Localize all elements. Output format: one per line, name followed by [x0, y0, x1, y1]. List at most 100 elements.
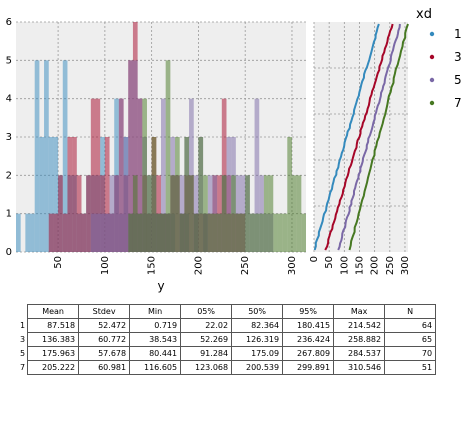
histogram-bar-7 [156, 213, 161, 252]
table-cell: 205.222 [27, 360, 80, 375]
histogram-bar-1 [16, 213, 21, 252]
histogram-bar-5 [114, 175, 119, 252]
table-cell: 136.383 [27, 332, 80, 347]
histogram-bar-7 [287, 137, 292, 252]
column-header: Max [333, 304, 386, 319]
column-header: Mean [27, 304, 80, 319]
legend-label: 3 [454, 50, 462, 64]
histogram-bar-3 [104, 137, 110, 252]
table-cell: 299.891 [282, 360, 335, 375]
x-axis-label: y [157, 279, 164, 293]
histogram-bar-5 [100, 213, 105, 252]
table-cell: 258.882 [333, 332, 386, 347]
table-cell: 214.542 [333, 318, 386, 333]
histogram-bar-7 [151, 137, 157, 252]
y-tick-label: 6 [6, 17, 12, 28]
y-tick-label: 2 [6, 170, 12, 181]
table-cell: 123.068 [180, 360, 233, 375]
histogram-bar-7 [165, 60, 171, 253]
legend-label: 1 [454, 27, 462, 41]
table-cell: 126.319 [231, 332, 284, 347]
histogram-bar-5 [161, 98, 166, 253]
table-cell: 116.605 [129, 360, 182, 375]
histogram-bar-7 [245, 175, 250, 252]
histogram-bar-3 [156, 175, 161, 252]
table-cell: 38.543 [129, 332, 182, 347]
histogram-bar-1 [44, 60, 49, 253]
histogram-bar-5 [179, 175, 185, 252]
histogram-bar-5 [193, 175, 199, 252]
histogram-bar-3 [62, 213, 68, 252]
table-row: 7 205.222 60.981 116.605 123.068 200.539 299.8… [18, 360, 437, 375]
x-tick-label: 250 [240, 256, 251, 275]
table-cell: 57.678 [78, 346, 131, 361]
y-tick-label: 4 [6, 94, 12, 105]
histogram-bar-7 [240, 213, 246, 252]
histogram-bar-5 [207, 175, 213, 252]
table-cell: 0.719 [129, 318, 182, 333]
table-cell: 51 [384, 360, 437, 375]
histogram-bar-5 [123, 137, 129, 252]
histogram-bar-7 [221, 175, 227, 252]
histogram-bar-5 [259, 175, 264, 252]
figure: 50 100 150 200 250 300 0 1 2 3 4 5 6 y 0 50 100 150 200 25… [6, 7, 462, 293]
legend-marker [429, 77, 435, 83]
histogram-bar-7 [142, 98, 147, 253]
table-row: 1 87.518 52.472 0.719 22.02 82.364 180.415 214.… [18, 318, 437, 333]
histogram-bar-3 [86, 175, 91, 252]
histogram-bar-3 [100, 175, 105, 252]
histogram-bar-7 [161, 213, 166, 252]
histogram-bar-7 [170, 175, 176, 252]
column-header: 05% [180, 304, 233, 319]
x-tick-label: 50 [324, 256, 335, 269]
histogram-bar-1 [39, 137, 45, 252]
histogram-bar-3 [53, 213, 59, 252]
histogram-bar-1 [25, 213, 31, 252]
row-index: 7 [18, 360, 29, 375]
table-cell: 91.284 [180, 346, 233, 361]
table-cell: 52.269 [180, 332, 233, 347]
histogram-bar-7 [184, 137, 190, 252]
legend-label: 5 [454, 73, 462, 87]
legend-marker [429, 31, 435, 37]
table-cell: 236.424 [282, 332, 335, 347]
histogram-bar-7 [128, 213, 133, 252]
histogram-bar-7 [193, 213, 199, 252]
histogram-bar-5 [104, 213, 110, 252]
histogram-bar-7 [179, 213, 185, 252]
y-tick-label: 0 [6, 247, 12, 258]
x-tick-label: 100 [339, 256, 350, 275]
histogram-bar-5 [128, 60, 133, 253]
x-tick-label: 300 [287, 256, 298, 275]
histogram-bar-3 [58, 175, 63, 252]
legend-label: 7 [454, 96, 462, 110]
table-cell: 310.546 [333, 360, 386, 375]
table-cell: 82.364 [231, 318, 284, 333]
histogram-bar-7 [291, 175, 297, 252]
column-header: 50% [231, 304, 284, 319]
table-cell: 200.539 [231, 360, 284, 375]
histogram-panel: 50 100 150 200 250 300 0 1 2 3 4 5 6 y [6, 17, 306, 293]
table-cell: 80.441 [129, 346, 182, 361]
histogram-bar-1 [62, 60, 68, 253]
row-index: 5 [18, 346, 29, 361]
table-cell: 60.981 [78, 360, 131, 375]
table-cell: 64 [384, 318, 437, 333]
x-tick-label: 100 [100, 256, 111, 275]
sorted-line-3 [324, 23, 394, 251]
histogram-bar-5 [226, 137, 232, 252]
row-index: 3 [18, 332, 29, 347]
x-tick-label: 150 [147, 256, 158, 275]
table-cell: 65 [384, 332, 437, 347]
histogram-bar-7 [207, 213, 213, 252]
table-cell: 175.09 [231, 346, 284, 361]
histogram-bar-5 [235, 175, 241, 252]
histogram-bar-7 [259, 213, 264, 252]
stats-body: 1 87.518 52.472 0.719 22.02 82.364 180.415 214.… [18, 318, 437, 375]
histogram-bar-3 [81, 213, 87, 252]
x-tick-label: 300 [400, 256, 411, 275]
table-cell: 60.772 [78, 332, 131, 347]
table-corner [18, 305, 28, 319]
histogram-bar-1 [34, 60, 40, 253]
histogram-bar-1 [30, 213, 35, 252]
